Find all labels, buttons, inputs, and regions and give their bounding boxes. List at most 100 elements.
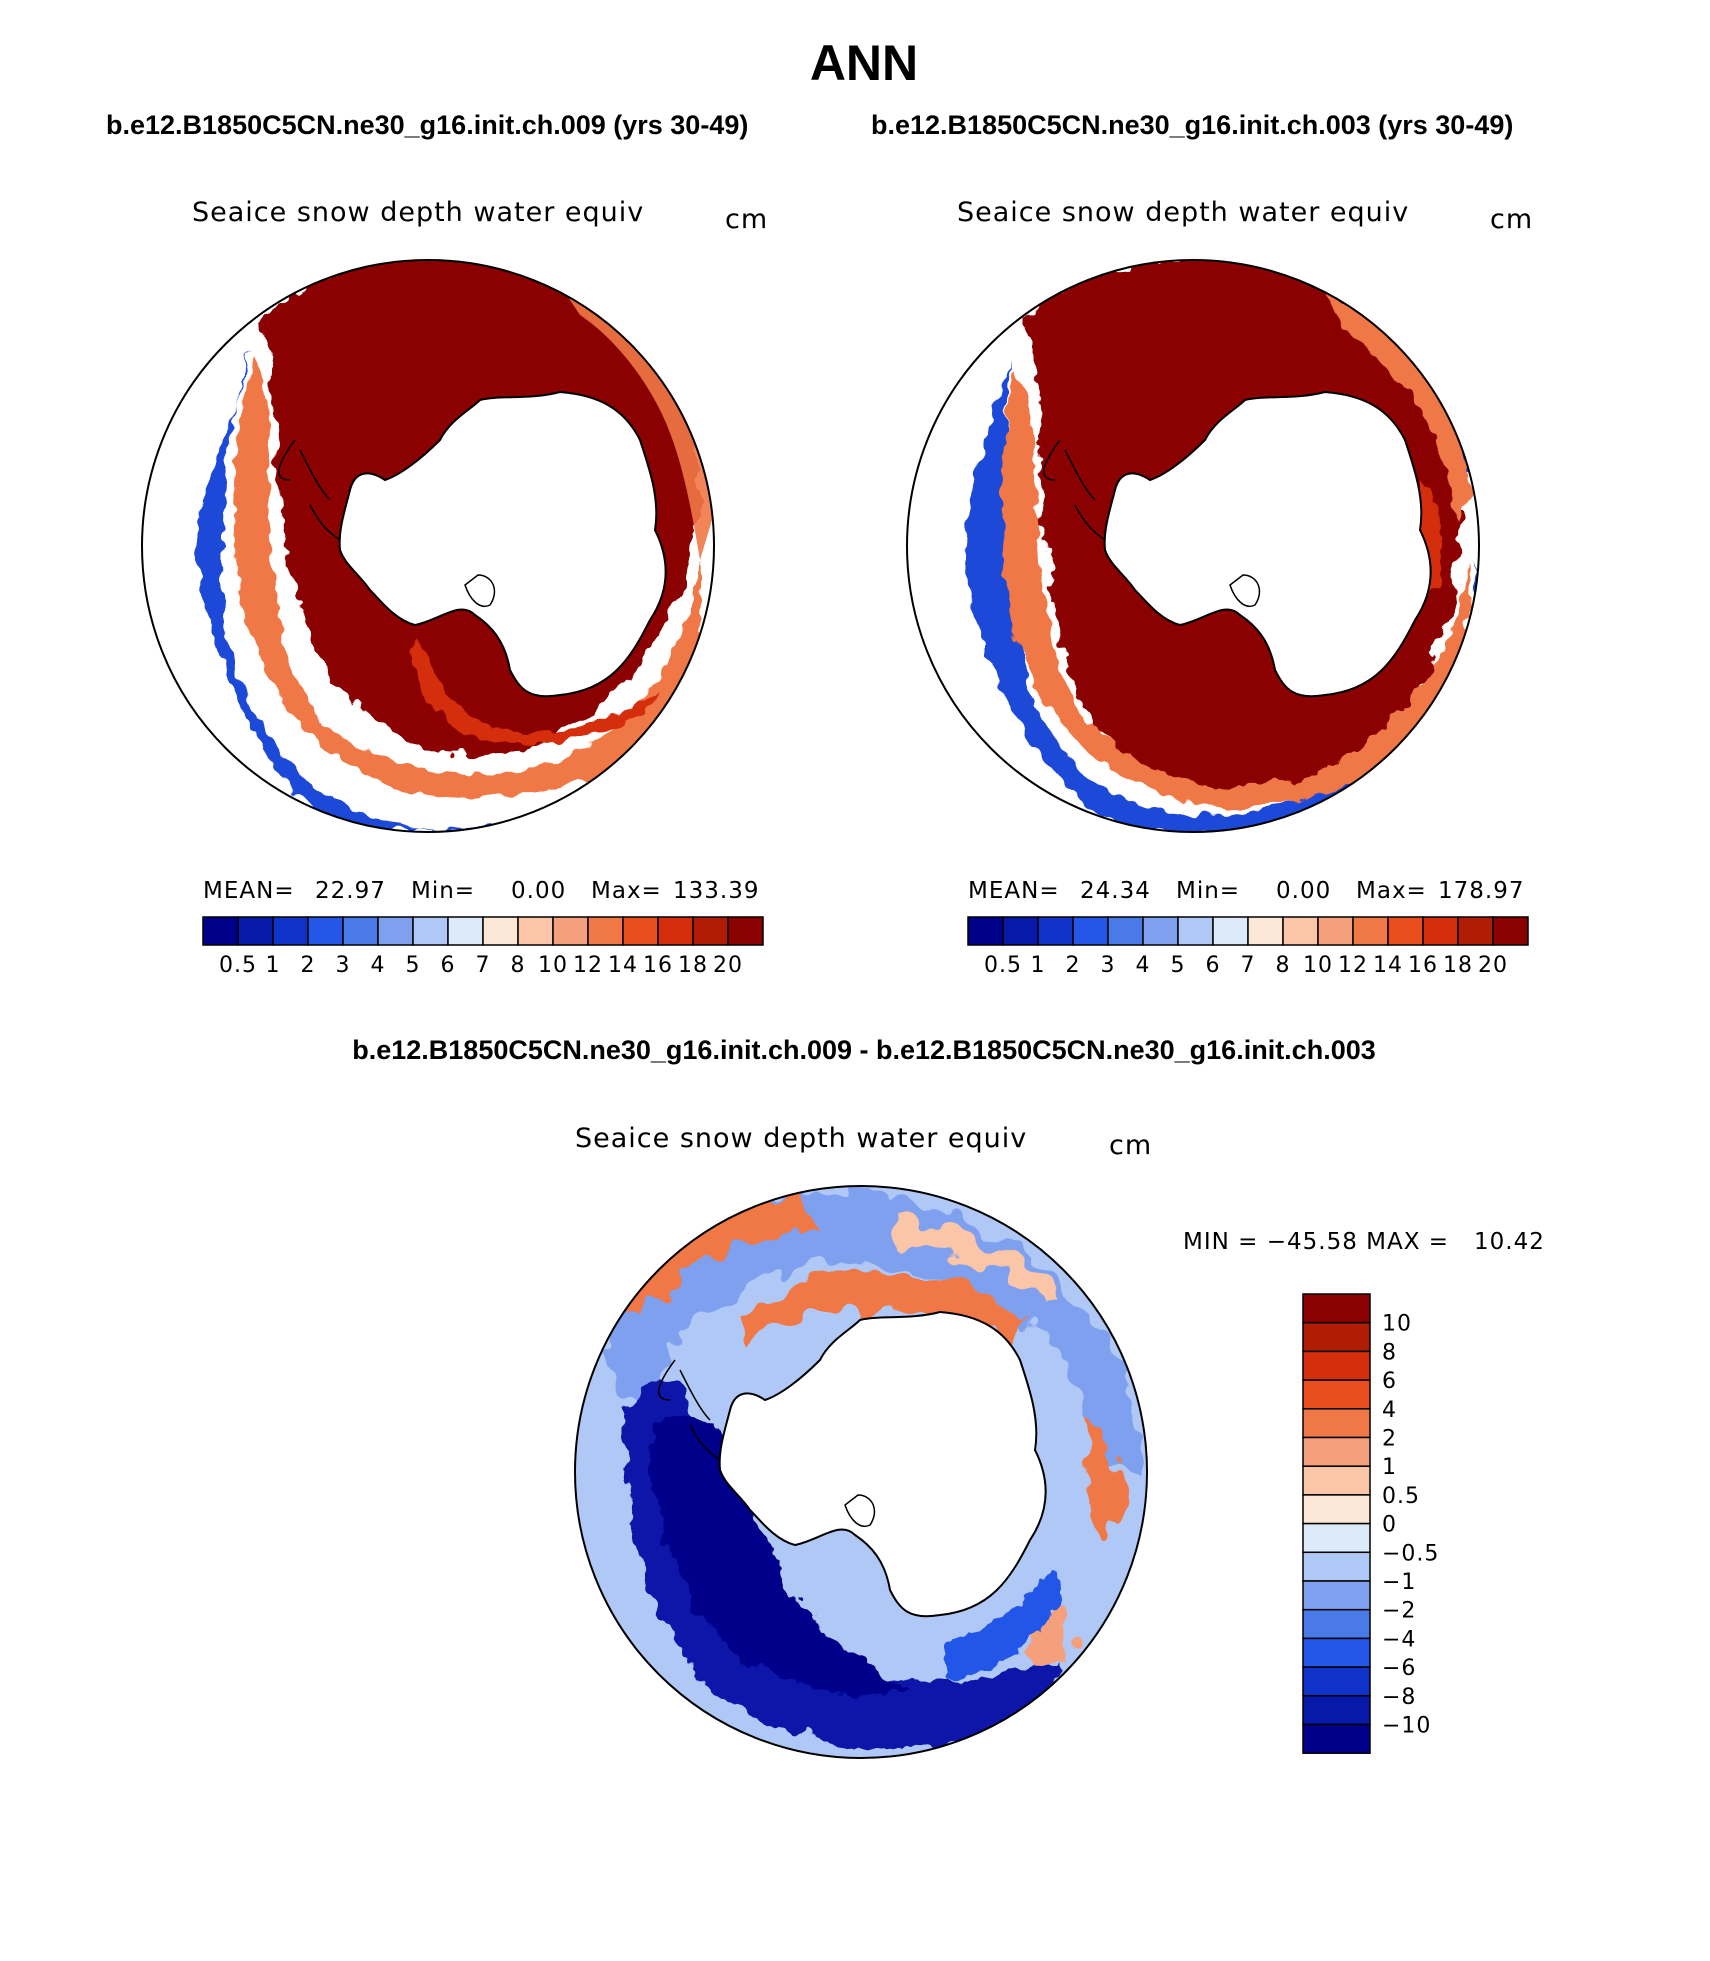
- panel-b-colorbar-box: [1422, 916, 1459, 946]
- panel-a-colorbar-box: [692, 916, 729, 946]
- panel-b-units: cm: [1490, 204, 1533, 235]
- panel-a-colorbar-box: [307, 916, 344, 946]
- panel-a-colorbar-box: [202, 916, 239, 946]
- panel-a-units: cm: [725, 204, 768, 235]
- panel-diff-colorbar-box: [1302, 1321, 1371, 1353]
- panel-diff-colorbar-tick: 4: [1382, 1398, 1397, 1423]
- panel-a-mean-label: MEAN=: [203, 878, 295, 904]
- panel-a-colorbar-box: [482, 916, 519, 946]
- panel-a-colorbar-tick: 20: [713, 953, 743, 978]
- panel-a-colorbar-box: [622, 916, 659, 946]
- panel-a-max-label: Max=: [591, 878, 662, 904]
- panel-a-colorbar-tick: 0.5: [219, 953, 257, 978]
- case-b-header: b.e12.B1850C5CN.ne30_g16.init.ch.003 (yr…: [871, 110, 1513, 140]
- panel-b-colorbar-tick: 4: [1136, 953, 1151, 978]
- panel-b-colorbar-tick: 8: [1276, 953, 1291, 978]
- panel-a-colorbar-tick: 12: [573, 953, 603, 978]
- panel-diff-colorbar-box: [1302, 1522, 1371, 1554]
- panel-diff-colorbar-box: [1302, 1494, 1371, 1525]
- panel-b-colorbar-box: [1107, 916, 1144, 946]
- panel-a-mean-value: 22.97: [315, 878, 386, 904]
- panel-b-colorbar-box: [1457, 916, 1494, 946]
- panel-b-min-label: Min=: [1176, 878, 1240, 904]
- panel-b-colorbar-tick: 6: [1206, 953, 1221, 978]
- panel-b-colorbar-box: [1247, 916, 1284, 946]
- panel-a-colorbar-box: [447, 916, 484, 946]
- panel-b-max-value: 178.97: [1438, 878, 1524, 904]
- panel-b-colorbar-box: [1352, 916, 1389, 946]
- panel-a-colorbar-box: [342, 916, 379, 946]
- panel-diff-colorbar-box: [1302, 1551, 1371, 1582]
- panel-diff-colorbar-box: [1302, 1465, 1371, 1496]
- panel-b-colorbar-box: [1387, 916, 1424, 946]
- panel-b-colorbar-tick: 16: [1408, 953, 1438, 978]
- panel-diff-map: [575, 1186, 1147, 1758]
- panel-diff-colorbar-box: [1302, 1608, 1371, 1640]
- panel-b-max-label: Max=: [1356, 878, 1427, 904]
- panel-a-colorbar-tick: 10: [538, 953, 568, 978]
- panel-a-colorbar: 0.5 1 2 3 4 5 6 7 8 10 12 14 16 18 20: [202, 916, 764, 978]
- panel-diff-minmax: MIN = −45.58 MAX = 10.42: [1183, 1229, 1545, 1255]
- panel-a-max-value: 133.39: [673, 878, 759, 904]
- panel-diff-colorbar-tick: −0.5: [1382, 1541, 1439, 1566]
- panel-b-colorbar-tick: 5: [1171, 953, 1186, 978]
- panel-b-min-value: 0.00: [1276, 878, 1331, 904]
- panel-b-colorbar-tick: 0.5: [984, 953, 1022, 978]
- panel-b: Seaice snow depth water equiv cm MEAN= 2…: [906, 197, 1533, 978]
- panel-diff-colorbar: 10 8 6 4 2 1 0.5 0 −0.5 −1 −2 −4 −6 −8 −10: [1302, 1293, 1439, 1754]
- panel-b-colorbar-box: [1317, 916, 1354, 946]
- panel-b-colorbar-tick: 14: [1373, 953, 1403, 978]
- panel-a-colorbar-box: [237, 916, 274, 946]
- panel-diff-variable: Seaice snow depth water equiv: [575, 1123, 1027, 1154]
- panel-diff-colorbar-tick: −10: [1382, 1714, 1431, 1739]
- panel-diff-colorbar-tick: −6: [1382, 1656, 1416, 1681]
- panel-b-colorbar-box: [1177, 916, 1214, 946]
- panel-diff-colorbar-tick: −4: [1382, 1627, 1416, 1652]
- panel-b-colorbar-box: [967, 916, 1004, 946]
- panel-a-colorbar-tick: 4: [371, 953, 386, 978]
- panel-a-colorbar-box: [272, 916, 309, 946]
- panel-diff-colorbar-tick: 8: [1382, 1340, 1397, 1365]
- panel-diff-colorbar-box: [1302, 1637, 1371, 1668]
- panel-diff-colorbar-tick: 2: [1382, 1427, 1397, 1452]
- panel-diff-colorbar-box: [1302, 1695, 1371, 1726]
- panel-a-colorbar-box: [657, 916, 694, 946]
- panel-b-colorbar-box: [1282, 916, 1319, 946]
- panel-a-colorbar-box: [412, 916, 449, 946]
- panel-b-colorbar-tick: 12: [1338, 953, 1368, 978]
- panel-b-colorbar: 0.5 1 2 3 4 5 6 7 8 10 12 14 16 18 20: [967, 916, 1529, 978]
- panel-diff-colorbar-tick: −2: [1382, 1599, 1416, 1624]
- panel-b-colorbar-tick: 3: [1101, 953, 1116, 978]
- panel-a-min-label: Min=: [411, 878, 475, 904]
- panel-b-colorbar-tick: 10: [1303, 953, 1333, 978]
- panel-a-colorbar-box: [377, 916, 414, 946]
- panel-diff-units: cm: [1109, 1130, 1152, 1161]
- panel-b-map: [907, 260, 1479, 832]
- panel-b-colorbar-tick: 1: [1031, 953, 1046, 978]
- panel-diff-colorbar-tick: 6: [1382, 1369, 1397, 1394]
- panel-diff-colorbar-box: [1302, 1408, 1371, 1439]
- panel-diff-colorbar-box: [1302, 1436, 1371, 1467]
- panel-a-colorbar-tick: 2: [301, 953, 316, 978]
- panel-b-colorbar-box: [1072, 916, 1109, 946]
- panel-b-colorbar-tick: 18: [1443, 953, 1473, 978]
- panel-a-colorbar-tick: 8: [511, 953, 526, 978]
- panel-b-colorbar-tick: 7: [1241, 953, 1256, 978]
- panel-a-colorbar-box: [552, 916, 589, 946]
- panel-b-colorbar-tick: 2: [1066, 953, 1081, 978]
- panel-a-colorbar-box: [727, 916, 764, 946]
- panel-diff-colorbar-tick: 10: [1382, 1312, 1412, 1337]
- panel-b-colorbar-box: [1142, 916, 1179, 946]
- panel-a-map: [142, 260, 714, 832]
- panel-a-colorbar-tick: 6: [441, 953, 456, 978]
- panel-a-colorbar-tick: 3: [336, 953, 351, 978]
- panel-b-colorbar-box: [1002, 916, 1039, 946]
- panel-diff-colorbar-box: [1302, 1723, 1371, 1754]
- panel-diff-colorbar-tick: 0: [1382, 1513, 1397, 1538]
- diff-header: b.e12.B1850C5CN.ne30_g16.init.ch.009 - b…: [352, 1035, 1376, 1065]
- panel-a-colorbar-tick: 1: [266, 953, 281, 978]
- panel-diff-colorbar-tick: −8: [1382, 1685, 1416, 1710]
- panel-a-colorbar-box: [587, 916, 624, 946]
- panel-a: Seaice snow depth water equiv cm MEAN= 2…: [141, 197, 768, 978]
